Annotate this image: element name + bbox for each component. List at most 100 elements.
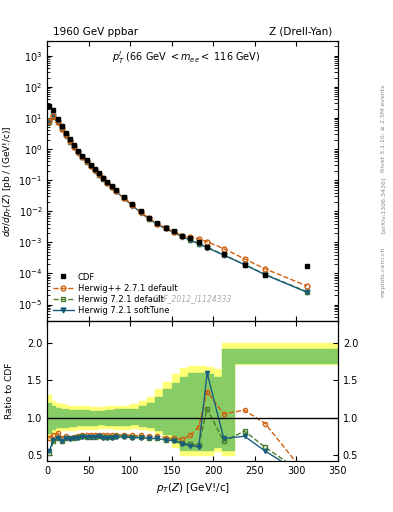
Herwig 7.2.1 softTune [101, 176, 106, 182]
CDF [113, 187, 118, 193]
CDF [51, 107, 56, 113]
Herwig 7.2.1 softTune [64, 133, 68, 139]
CDF [147, 215, 151, 221]
Herwig 7.2.1 default [163, 225, 168, 231]
Herwig 7.2.1 softTune [130, 202, 135, 208]
Herwig++ 2.7.1 default [221, 246, 226, 252]
Herwig 7.2.1 softTune [122, 195, 127, 201]
CDF [130, 201, 135, 207]
Herwig 7.2.1 softTune [305, 289, 309, 295]
Herwig 7.2.1 default [93, 167, 97, 174]
Text: CDF_2012_I1124333: CDF_2012_I1124333 [153, 294, 232, 303]
Herwig 7.2.1 softTune [88, 163, 93, 169]
Herwig++ 2.7.1 default [55, 119, 60, 125]
Herwig++ 2.7.1 default [163, 224, 168, 230]
Herwig 7.2.1 default [196, 241, 201, 247]
Herwig++ 2.7.1 default [76, 149, 81, 155]
Line: CDF: CDF [47, 103, 309, 278]
Herwig++ 2.7.1 default [105, 180, 110, 186]
Herwig++ 2.7.1 default [80, 154, 85, 160]
CDF [64, 131, 68, 137]
Herwig 7.2.1 softTune [242, 262, 247, 268]
Herwig 7.2.1 softTune [163, 225, 168, 231]
CDF [205, 244, 209, 250]
Herwig 7.2.1 softTune [80, 154, 85, 160]
CDF [88, 162, 93, 168]
Herwig++ 2.7.1 default [113, 187, 118, 194]
Herwig 7.2.1 default [147, 216, 151, 222]
CDF [97, 170, 101, 177]
Herwig 7.2.1 default [138, 209, 143, 216]
Herwig++ 2.7.1 default [188, 234, 193, 241]
Herwig 7.2.1 softTune [84, 159, 89, 165]
Herwig++ 2.7.1 default [130, 202, 135, 208]
Herwig 7.2.1 default [180, 233, 185, 240]
Herwig 7.2.1 default [55, 119, 60, 125]
CDF [138, 208, 143, 214]
Herwig++ 2.7.1 default [109, 184, 114, 190]
Herwig++ 2.7.1 default [68, 138, 72, 144]
Herwig 7.2.1 softTune [171, 229, 176, 236]
Herwig++ 2.7.1 default [205, 239, 209, 245]
Herwig 7.2.1 default [97, 172, 101, 178]
Herwig 7.2.1 default [122, 195, 127, 201]
CDF [221, 251, 226, 257]
CDF [59, 123, 64, 129]
CDF [109, 183, 114, 189]
Herwig 7.2.1 default [171, 229, 176, 236]
Herwig++ 2.7.1 default [263, 266, 268, 272]
Herwig 7.2.1 softTune [55, 119, 60, 125]
Herwig 7.2.1 softTune [180, 233, 185, 240]
Herwig++ 2.7.1 default [64, 132, 68, 138]
Herwig 7.2.1 default [130, 202, 135, 208]
CDF [263, 272, 268, 278]
Herwig++ 2.7.1 default [196, 236, 201, 242]
Herwig++ 2.7.1 default [147, 215, 151, 221]
CDF [196, 239, 201, 245]
Herwig 7.2.1 softTune [97, 172, 101, 178]
Herwig 7.2.1 softTune [205, 245, 209, 251]
Herwig 7.2.1 softTune [68, 139, 72, 145]
Herwig 7.2.1 default [101, 176, 106, 182]
Herwig++ 2.7.1 default [138, 209, 143, 215]
Herwig++ 2.7.1 default [305, 283, 309, 289]
CDF [105, 179, 110, 185]
Text: [arXiv:1306.3436]: [arXiv:1306.3436] [381, 177, 386, 233]
Herwig 7.2.1 softTune [196, 241, 201, 247]
Herwig 7.2.1 default [109, 184, 114, 190]
CDF [242, 262, 247, 268]
Herwig 7.2.1 softTune [221, 252, 226, 258]
CDF [47, 102, 51, 109]
CDF [122, 194, 127, 200]
Herwig 7.2.1 softTune [93, 167, 97, 174]
Herwig 7.2.1 softTune [155, 221, 160, 227]
Herwig 7.2.1 default [59, 126, 64, 133]
Herwig++ 2.7.1 default [171, 229, 176, 235]
Herwig 7.2.1 softTune [138, 209, 143, 216]
Line: Herwig 7.2.1 softTune: Herwig 7.2.1 softTune [47, 114, 309, 294]
Herwig 7.2.1 default [76, 150, 81, 156]
Herwig 7.2.1 default [80, 154, 85, 160]
CDF [155, 220, 160, 226]
Herwig++ 2.7.1 default [72, 143, 77, 150]
Herwig++ 2.7.1 default [47, 118, 51, 124]
CDF [171, 228, 176, 234]
CDF [93, 166, 97, 173]
Herwig 7.2.1 default [242, 262, 247, 268]
Line: Herwig 7.2.1 default: Herwig 7.2.1 default [47, 114, 309, 294]
Text: $p_T^l$ (66 GeV $< m_{ee} <$ 116 GeV): $p_T^l$ (66 GeV $< m_{ee} <$ 116 GeV) [112, 49, 261, 66]
Herwig 7.2.1 default [88, 163, 93, 169]
CDF [68, 136, 72, 142]
Y-axis label: Ratio to CDF: Ratio to CDF [5, 362, 14, 419]
Herwig 7.2.1 softTune [263, 272, 268, 278]
CDF [180, 232, 185, 239]
Herwig 7.2.1 softTune [105, 180, 110, 186]
Herwig++ 2.7.1 default [101, 175, 106, 181]
Herwig 7.2.1 default [51, 114, 56, 120]
CDF [188, 236, 193, 242]
CDF [101, 175, 106, 181]
Herwig 7.2.1 default [305, 289, 309, 295]
Herwig 7.2.1 softTune [147, 216, 151, 222]
Line: Herwig++ 2.7.1 default: Herwig++ 2.7.1 default [47, 114, 309, 288]
Herwig 7.2.1 default [47, 119, 51, 125]
